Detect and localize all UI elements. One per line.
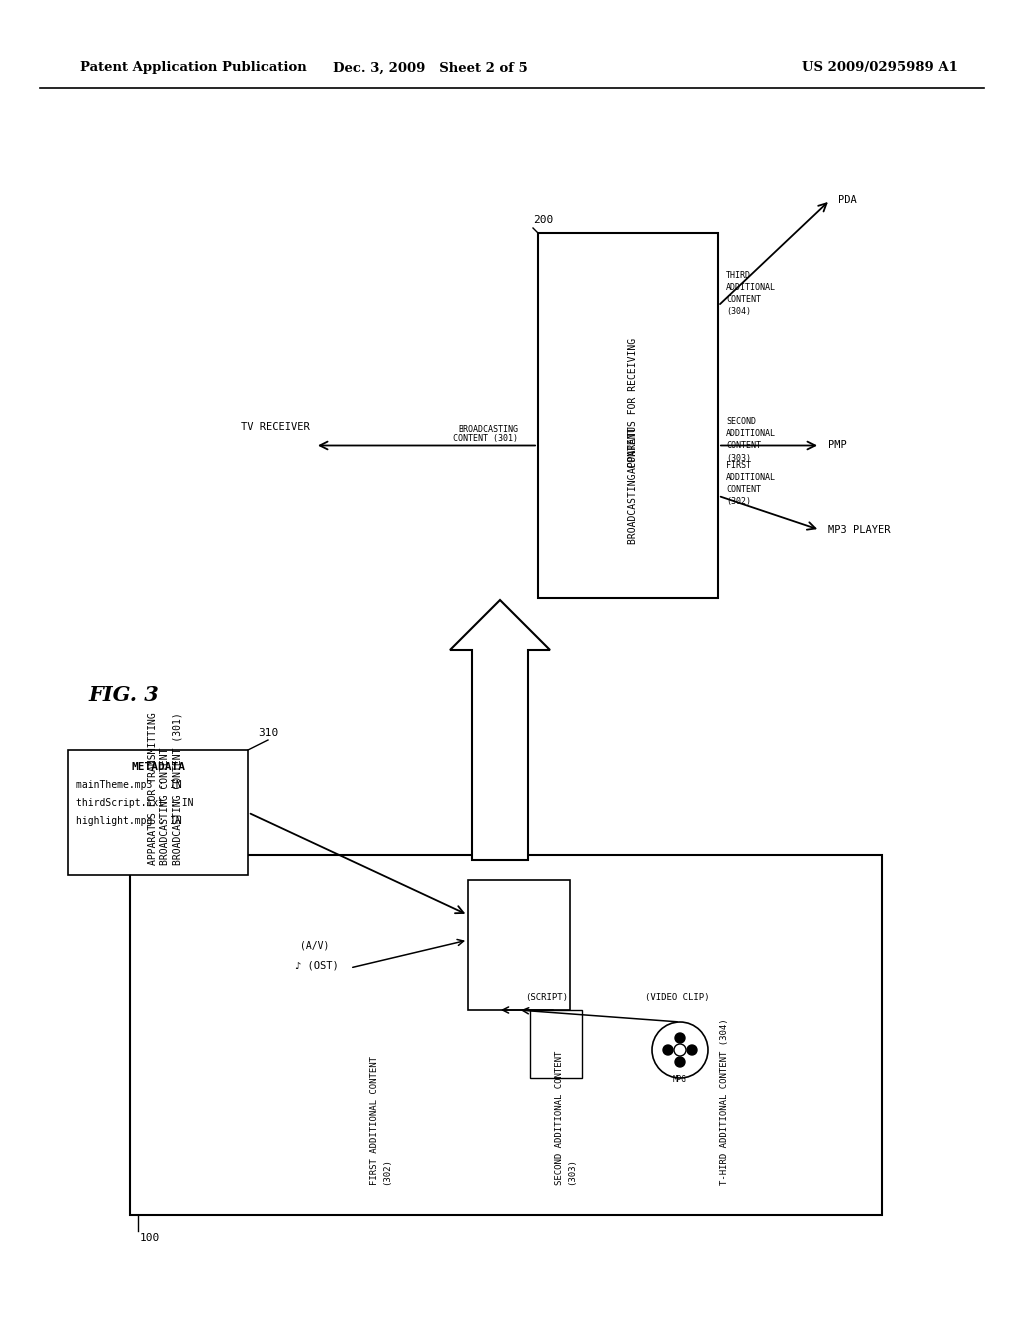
Text: CONTENT: CONTENT [726, 294, 761, 304]
Text: ADDITIONAL: ADDITIONAL [726, 473, 776, 482]
Bar [530, 1010, 582, 1078]
Text: (A/V): (A/V) [300, 940, 330, 950]
Circle shape [652, 1022, 708, 1078]
Text: BROADCASTING CONTENT: BROADCASTING CONTENT [160, 747, 170, 865]
Text: (VIDEO CLIP): (VIDEO CLIP) [645, 993, 710, 1002]
Text: (SCRIPT): (SCRIPT) [525, 993, 568, 1002]
Polygon shape [450, 601, 550, 861]
Text: (302): (302) [382, 1158, 391, 1185]
Circle shape [663, 1045, 673, 1055]
Bar [68, 750, 248, 875]
Text: Patent Application Publication: Patent Application Publication [80, 62, 307, 74]
Text: PMP: PMP [828, 441, 847, 450]
Text: 310: 310 [258, 729, 279, 738]
Text: T-HIRD ADDITIONAL CONTENT (304): T-HIRD ADDITIONAL CONTENT (304) [720, 1018, 729, 1185]
Text: THIRD: THIRD [726, 271, 751, 280]
Text: CONTENT: CONTENT [726, 441, 761, 450]
Text: (303): (303) [726, 454, 751, 462]
Text: MP3 PLAYER: MP3 PLAYER [828, 525, 891, 535]
Text: thirdScript.txt : IN: thirdScript.txt : IN [76, 799, 194, 808]
Text: SECOND ADDITIONAL CONTENT: SECOND ADDITIONAL CONTENT [555, 1051, 564, 1185]
Bar [130, 855, 882, 1214]
Text: Dec. 3, 2009   Sheet 2 of 5: Dec. 3, 2009 Sheet 2 of 5 [333, 62, 527, 74]
Text: ADDITIONAL: ADDITIONAL [726, 429, 776, 438]
Text: ADDITIONAL: ADDITIONAL [726, 282, 776, 292]
Bar [468, 880, 570, 1010]
Text: mainTheme.mp3 : IN: mainTheme.mp3 : IN [76, 780, 181, 789]
Text: 200: 200 [534, 215, 553, 224]
Circle shape [675, 1034, 685, 1043]
Text: (302): (302) [726, 496, 751, 506]
Text: highlight.mpg : IN: highlight.mpg : IN [76, 816, 181, 826]
Text: FIG. 3: FIG. 3 [88, 685, 159, 705]
Text: CONTENT (301): CONTENT (301) [453, 434, 518, 444]
Text: APPARATUS FOR TRANSMITTING: APPARATUS FOR TRANSMITTING [148, 713, 158, 865]
Text: BROADCASTING CONTENT: BROADCASTING CONTENT [628, 426, 638, 544]
Bar [538, 234, 718, 598]
Circle shape [687, 1045, 697, 1055]
Text: (304): (304) [726, 308, 751, 315]
Circle shape [675, 1057, 685, 1067]
Text: FIRST ADDITIONAL CONTENT: FIRST ADDITIONAL CONTENT [370, 1056, 379, 1185]
Text: METADATA: METADATA [131, 762, 185, 772]
Text: BROADCASTING: BROADCASTING [458, 425, 518, 433]
Text: CONTENT: CONTENT [726, 484, 761, 494]
Text: MPG: MPG [673, 1074, 687, 1084]
Text: (303): (303) [567, 1158, 575, 1185]
Circle shape [674, 1044, 686, 1056]
Text: BROADCASTING CONTENT (301): BROADCASTING CONTENT (301) [172, 713, 182, 865]
Text: PDA: PDA [838, 195, 857, 205]
Text: US 2009/0295989 A1: US 2009/0295989 A1 [802, 62, 957, 74]
Text: TV RECEIVER: TV RECEIVER [242, 421, 310, 432]
Text: ♪ (OST): ♪ (OST) [295, 960, 339, 970]
Text: 100: 100 [140, 1233, 160, 1243]
Text: SECOND: SECOND [726, 417, 756, 426]
Text: APPARATUS FOR RECEIVING: APPARATUS FOR RECEIVING [628, 338, 638, 473]
Text: FIRST: FIRST [726, 461, 751, 470]
